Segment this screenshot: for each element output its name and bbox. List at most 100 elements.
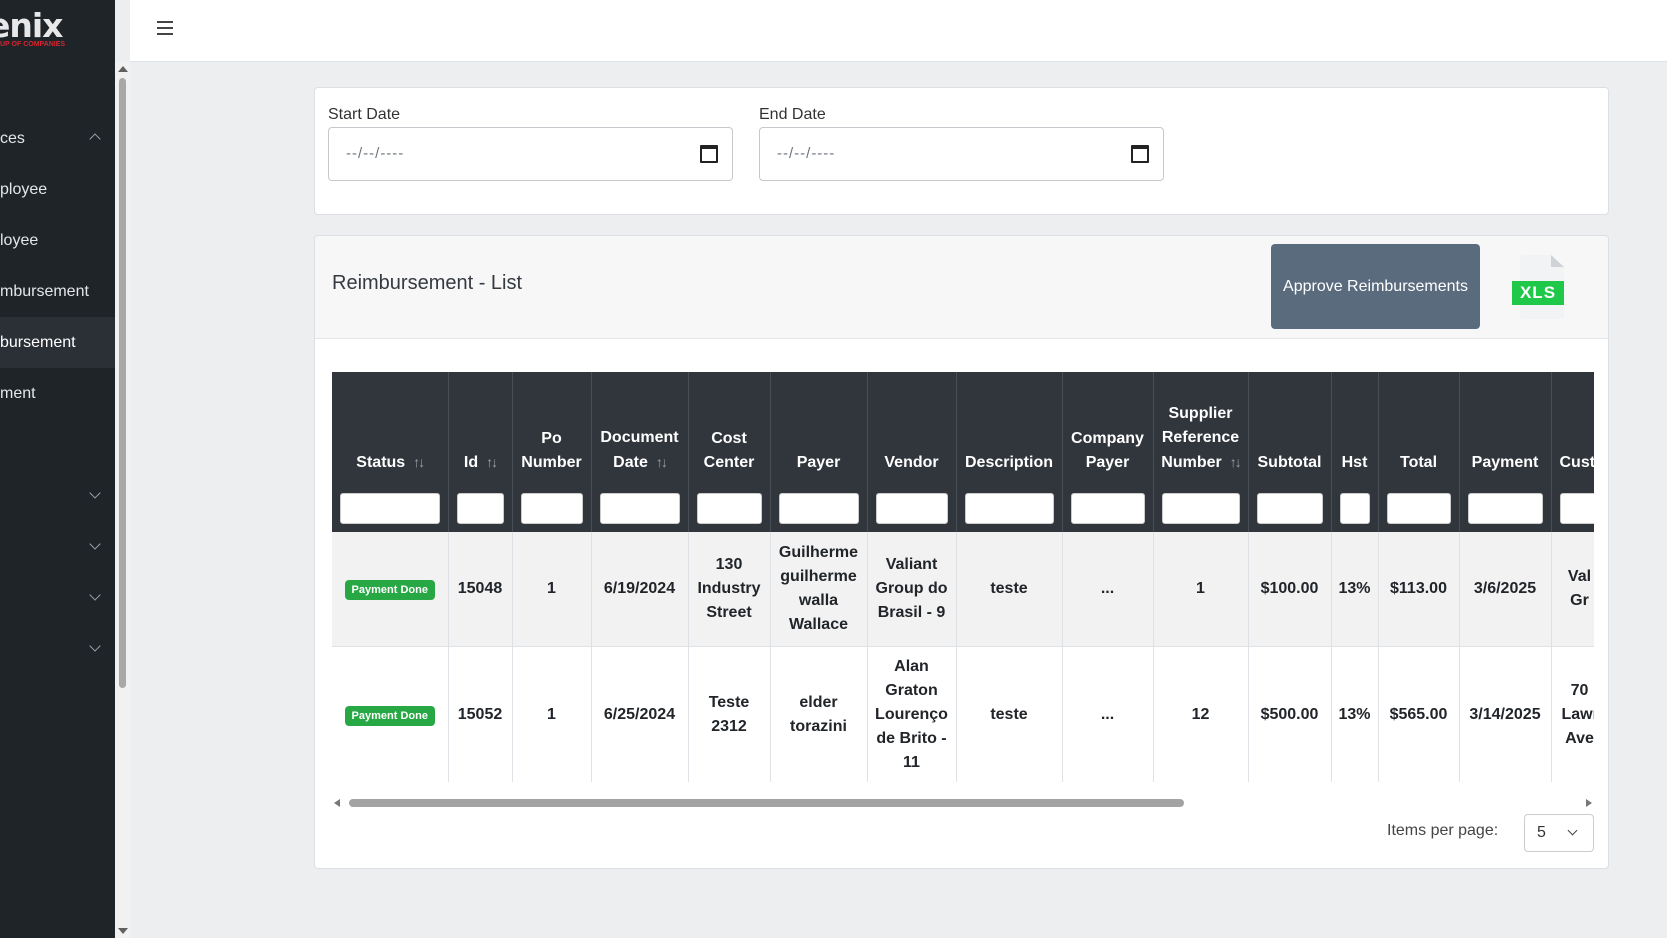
items-per-page-select[interactable]: 5 (1524, 814, 1594, 852)
start-date-label: Start Date (328, 106, 401, 123)
sidebar-item-4[interactable]: bursement (0, 317, 115, 368)
chevron-down-icon (89, 538, 101, 550)
approve-reimbursements-button[interactable]: Approve Reimbursements (1271, 244, 1480, 329)
column-header-supplier-ref[interactable]: Supplier Reference Number ↑↓ (1153, 372, 1249, 485)
column-header-document-date[interactable]: Document Date ↑↓ (591, 372, 689, 485)
cell-customer: 70 Lawr Ave (1551, 646, 1594, 782)
reimbursement-table: Status ↑↓ Id ↑↓ Po Number Document Date ↑↓ … (332, 372, 1594, 782)
cell-payer: Guilherme guilherme walla Wallace (770, 532, 868, 647)
cell-po-number: 1 (512, 532, 592, 647)
sort-icon[interactable]: ↑↓ (1229, 454, 1242, 470)
cell-company-payer: ... (1062, 646, 1154, 782)
column-header-payment: Payment (1459, 372, 1552, 485)
scroll-left-arrow-icon[interactable] (334, 799, 340, 807)
filter-input-description[interactable] (964, 493, 1054, 524)
cell-id: 15048 (448, 532, 513, 647)
column-header-description: Description (956, 372, 1063, 485)
table-scroll-area[interactable]: Status ↑↓ Id ↑↓ Po Number Document Date ↑↓ … (332, 372, 1594, 782)
sidebar-item-label: bursement (0, 333, 76, 351)
cell-supplier-ref: 1 (1153, 532, 1249, 647)
sidebar-item-3[interactable]: mbursement (0, 266, 115, 317)
cell-document-date: 6/25/2024 (591, 646, 689, 782)
table-horizontal-scrollbar[interactable] (332, 797, 1594, 809)
sort-icon[interactable]: ↑↓ (486, 454, 498, 470)
filter-input-customer[interactable] (1559, 493, 1594, 524)
filter-input-hst[interactable] (1339, 493, 1370, 524)
filter-input-payer[interactable] (778, 493, 859, 524)
column-label: Po Number (521, 430, 582, 471)
sidebar-item-0[interactable]: ces (0, 113, 115, 164)
scroll-right-arrow-icon[interactable] (1586, 799, 1592, 807)
status-badge: Payment Done (344, 579, 435, 600)
column-label: Description (964, 454, 1053, 471)
cell-supplier-ref: 12 (1153, 646, 1249, 782)
sidebar-item-label: ces (0, 129, 25, 147)
xls-badge: XLS (1512, 281, 1564, 305)
sidebar-item-label: ment (0, 384, 36, 402)
filter-input-total[interactable] (1386, 493, 1451, 524)
table-header-row: Status ↑↓ Id ↑↓ Po Number Document Date ↑↓ … (332, 372, 1594, 485)
scrollbar-thumb[interactable] (349, 799, 1184, 807)
scroll-down-arrow-icon[interactable] (118, 928, 128, 934)
sidebar-item-1[interactable]: ployee (0, 164, 115, 215)
filter-input-status[interactable] (340, 493, 440, 524)
menu-icon[interactable] (157, 21, 173, 36)
cell-vendor: Alan Graton Lourenço de Brito - 11 (867, 646, 957, 782)
chevron-up-icon (89, 133, 101, 145)
cell-hst: 13% (1331, 646, 1379, 782)
column-header-payer: Payer (770, 372, 868, 485)
column-header-vendor: Vendor (867, 372, 957, 485)
sidebar-item-2[interactable]: loyee (0, 215, 115, 266)
column-label: Company Payer (1071, 430, 1144, 471)
sidebar-item-8[interactable] (0, 572, 115, 623)
column-header-id[interactable]: Id ↑↓ (448, 372, 513, 485)
filter-input-vendor[interactable] (875, 493, 948, 524)
column-header-company-payer: Company Payer (1062, 372, 1154, 485)
calendar-icon[interactable] (700, 145, 718, 163)
brand-logo[interactable]: enix UP OF COMPANIES (0, 0, 115, 62)
sidebar-item-label: ployee (0, 180, 48, 198)
sort-icon[interactable]: ↑↓ (413, 454, 425, 470)
cell-document-date: 6/19/2024 (591, 532, 689, 647)
column-header-customer: Cust (1551, 372, 1594, 485)
column-header-po-number: Po Number (512, 372, 592, 485)
sidebar-item-9[interactable] (0, 623, 115, 674)
filter-input-subtotal[interactable] (1256, 493, 1323, 524)
column-header-status[interactable]: Status ↑↓ (332, 372, 449, 485)
column-header-subtotal: Subtotal (1248, 372, 1332, 485)
items-per-page-value: 5 (1537, 824, 1546, 841)
filter-input-document-date[interactable] (599, 493, 680, 524)
sort-icon[interactable]: ↑↓ (655, 454, 668, 470)
xls-export-icon[interactable]: XLS (1512, 255, 1564, 321)
filter-input-cost-center[interactable] (696, 493, 762, 524)
start-date-input[interactable]: --/--/---- (328, 127, 733, 181)
scroll-up-arrow-icon[interactable] (118, 66, 128, 72)
end-date-placeholder: --/--/---- (777, 145, 836, 162)
end-date-input[interactable]: --/--/---- (759, 127, 1164, 181)
filter-input-id[interactable] (456, 493, 504, 524)
cell-hst: 13% (1331, 532, 1379, 647)
sidebar-item-5[interactable]: ment (0, 368, 115, 419)
cell-po-number: 1 (512, 646, 592, 782)
filter-input-supplier-ref[interactable] (1161, 493, 1240, 524)
logo-text: enix (0, 6, 63, 45)
sidebar-item-7[interactable] (0, 521, 115, 572)
start-date-placeholder: --/--/---- (346, 145, 405, 162)
cell-customer-text: 70 Lawr Ave (1561, 681, 1595, 747)
column-label: Total (1399, 454, 1438, 471)
sidebar-scrollbar[interactable] (115, 62, 130, 938)
items-per-page-label: Items per page: (1387, 822, 1499, 839)
filter-input-company-payer[interactable] (1070, 493, 1145, 524)
calendar-icon[interactable] (1131, 145, 1149, 163)
sidebar-item-6[interactable] (0, 470, 115, 521)
cell-cost-center: Teste 2312 (688, 646, 771, 782)
chevron-down-icon (89, 487, 101, 499)
filter-input-payment[interactable] (1467, 493, 1543, 524)
table-row[interactable]: Payment Done 15048 1 6/19/2024 130 Indus… (332, 532, 1594, 647)
column-label: Subtotal (1257, 454, 1322, 471)
scrollbar-thumb[interactable] (119, 78, 126, 688)
filter-input-po-number[interactable] (520, 493, 583, 524)
reimbursement-list-card: Reimbursement - List Approve Reimburseme… (314, 235, 1609, 869)
column-label: Payer (796, 454, 841, 471)
table-row[interactable]: Payment Done 15052 1 6/25/2024 Teste 231… (332, 646, 1594, 782)
